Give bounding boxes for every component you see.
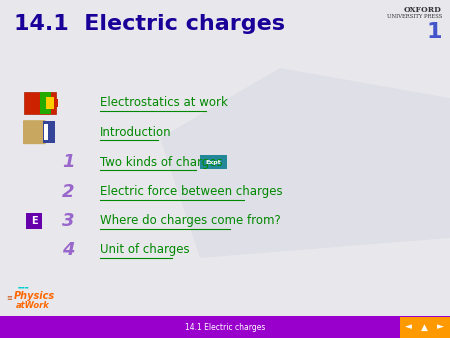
Text: Unit of charges: Unit of charges	[100, 243, 189, 257]
Text: ≡: ≡	[6, 295, 12, 301]
FancyBboxPatch shape	[43, 121, 55, 143]
FancyBboxPatch shape	[0, 316, 450, 338]
Polygon shape	[160, 68, 450, 258]
Text: ▬▬▬: ▬▬▬	[18, 286, 30, 290]
Text: ◄: ◄	[405, 322, 411, 332]
Text: 3: 3	[62, 212, 74, 230]
Text: Introduction: Introduction	[100, 126, 171, 139]
Text: ▲: ▲	[421, 322, 427, 332]
Text: 2: 2	[62, 183, 74, 200]
Text: Expt: Expt	[205, 160, 221, 165]
FancyBboxPatch shape	[199, 155, 226, 169]
Text: 1: 1	[62, 153, 74, 171]
Text: E: E	[31, 216, 37, 226]
FancyBboxPatch shape	[46, 97, 54, 109]
Text: 4: 4	[62, 241, 74, 259]
FancyBboxPatch shape	[40, 92, 51, 114]
FancyBboxPatch shape	[23, 120, 46, 144]
Text: 1: 1	[427, 22, 442, 42]
Text: OXFORD: OXFORD	[404, 6, 442, 14]
Text: Physics: Physics	[14, 291, 55, 301]
Text: ►: ►	[436, 322, 443, 332]
Text: UNIVERSITY PRESS: UNIVERSITY PRESS	[387, 14, 442, 19]
Text: Where do charges come from?: Where do charges come from?	[100, 214, 281, 227]
Text: 14.1  Electric charges: 14.1 Electric charges	[14, 14, 285, 34]
Text: Electric force between charges: Electric force between charges	[100, 185, 283, 198]
Text: 14.1 Electric charges: 14.1 Electric charges	[185, 322, 265, 332]
FancyBboxPatch shape	[24, 92, 56, 114]
Text: Two kinds of charges: Two kinds of charges	[100, 156, 223, 169]
FancyBboxPatch shape	[400, 316, 450, 338]
Text: atWork: atWork	[16, 301, 50, 311]
FancyBboxPatch shape	[54, 99, 58, 107]
FancyBboxPatch shape	[26, 213, 42, 229]
Text: Electrostatics at work: Electrostatics at work	[100, 96, 228, 109]
FancyBboxPatch shape	[44, 124, 48, 140]
